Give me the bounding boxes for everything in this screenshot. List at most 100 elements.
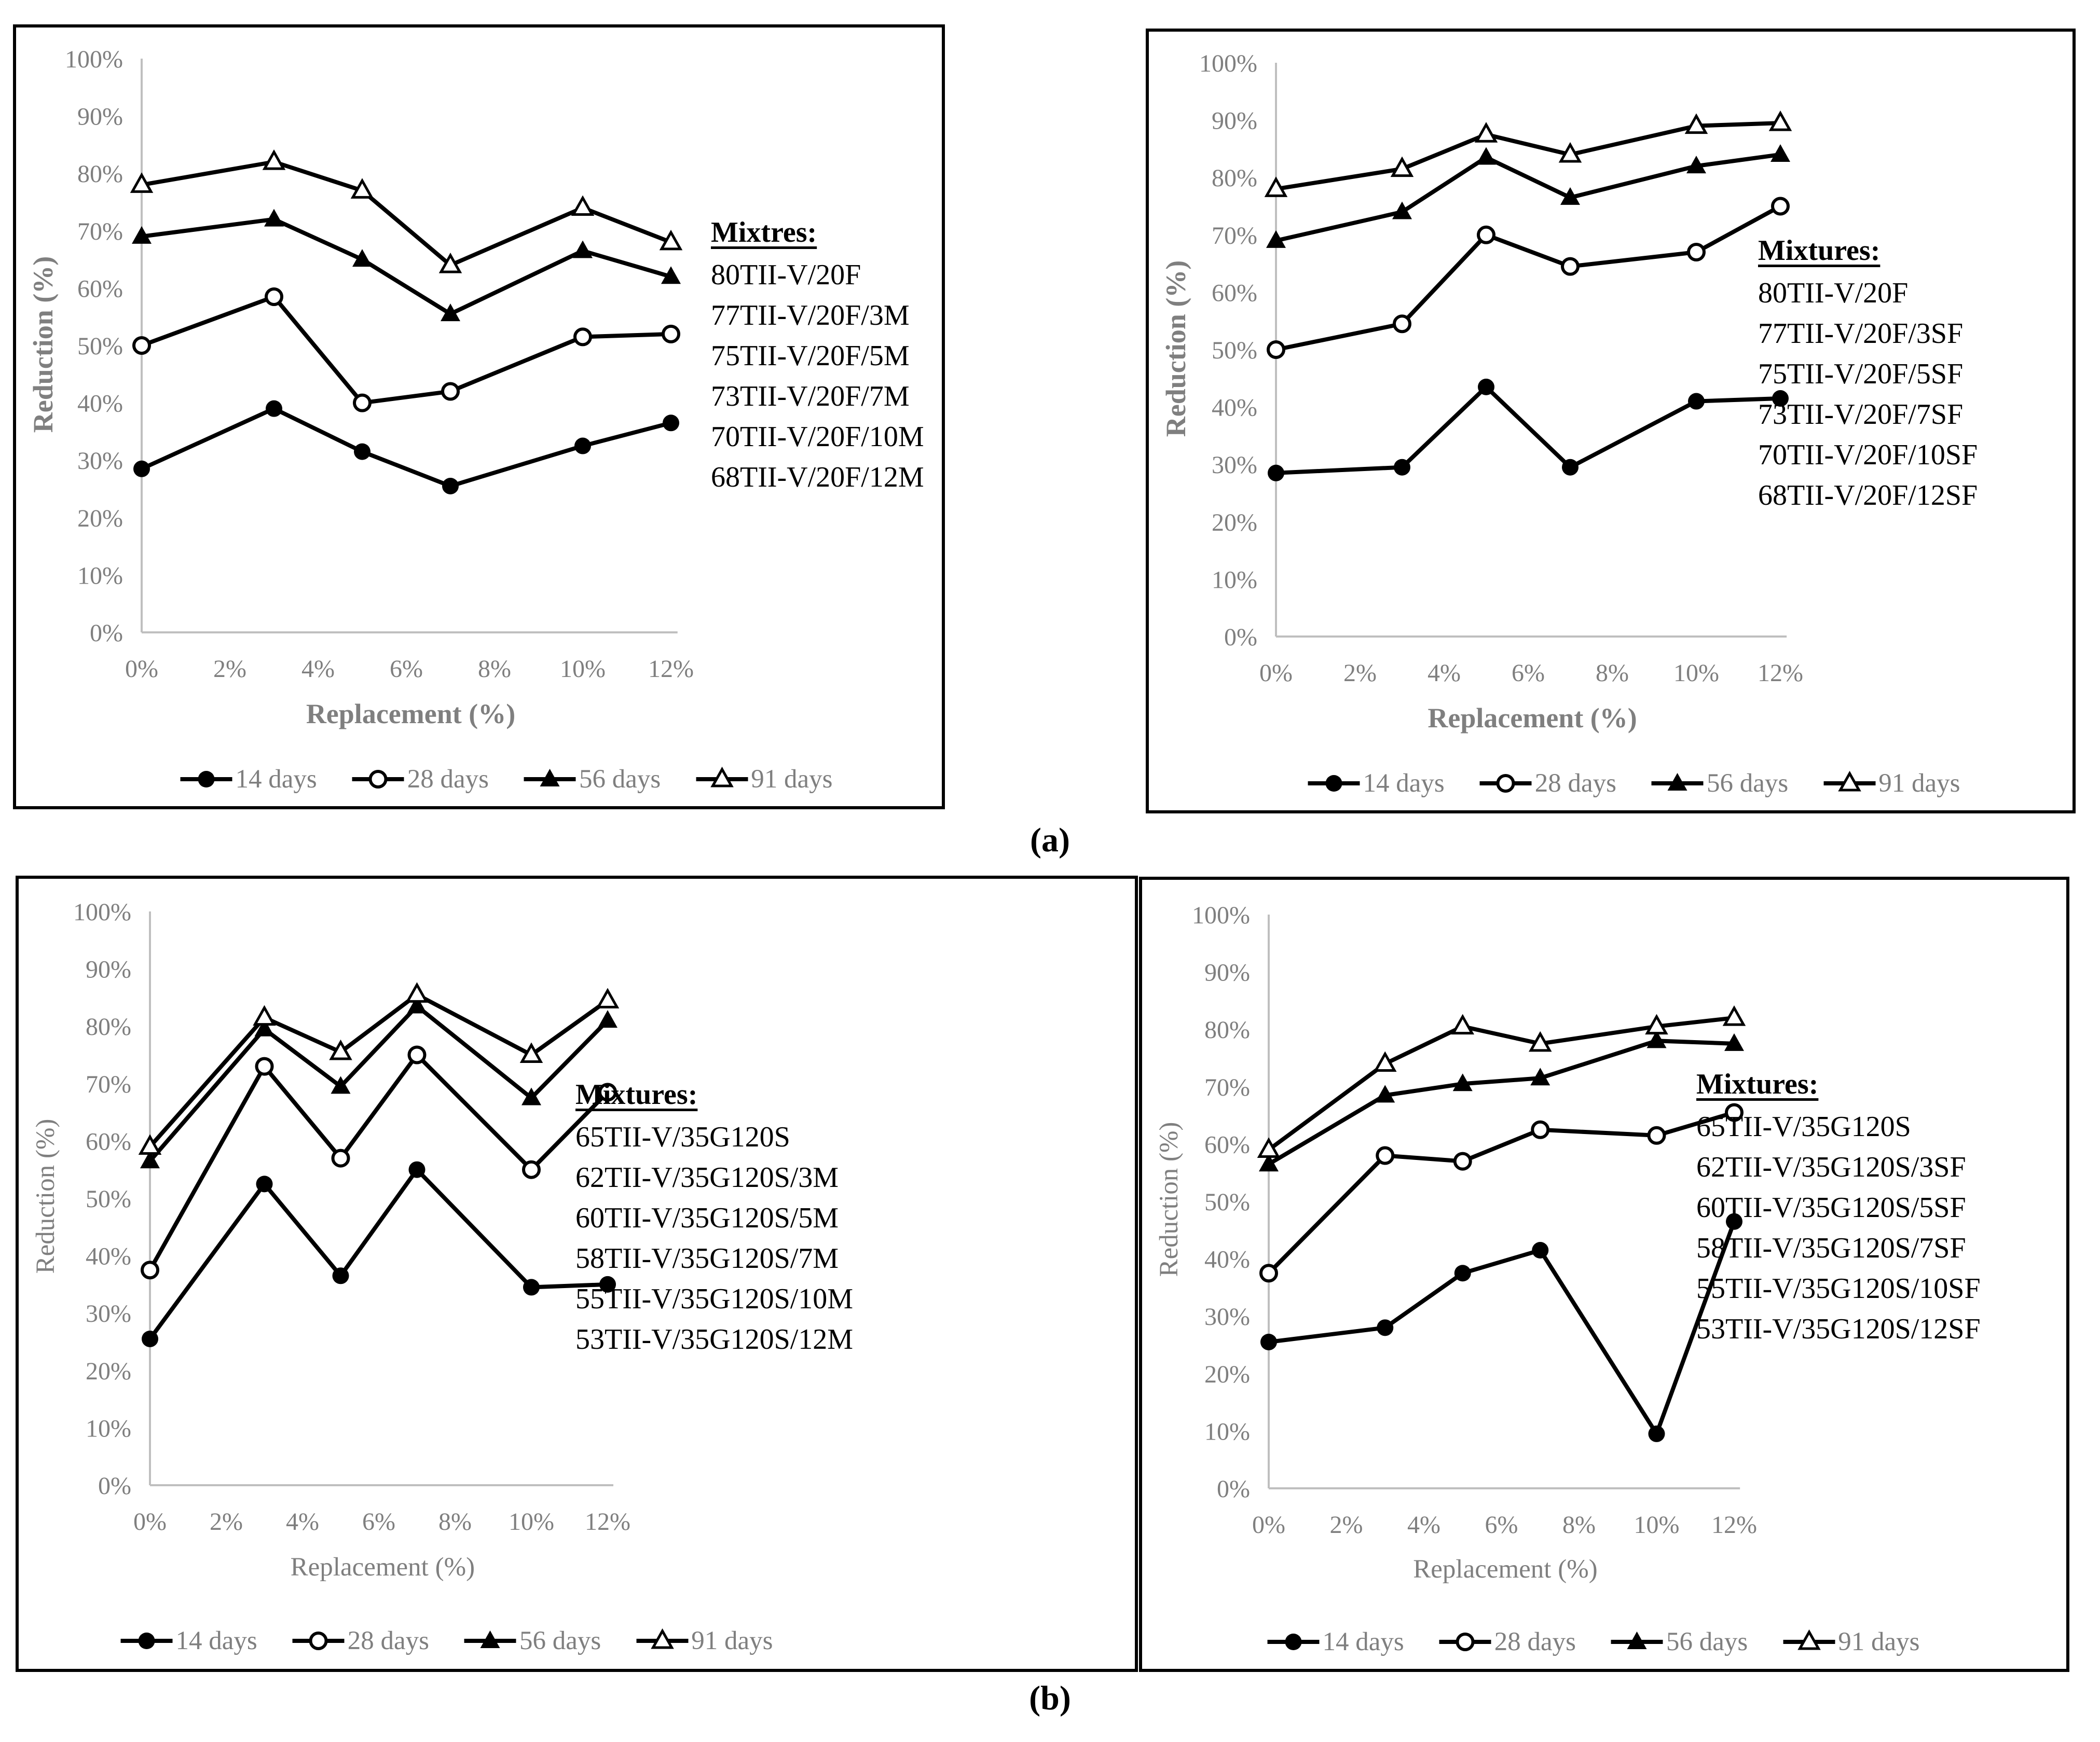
legend-marker bbox=[710, 767, 734, 787]
data-point-28-days bbox=[598, 1083, 617, 1102]
y-tick-label: 80% bbox=[1204, 1016, 1250, 1044]
x-tick-label: 0% bbox=[133, 1508, 167, 1536]
mixture-item: 68TII-V/20F/12SF bbox=[1758, 479, 1978, 511]
legend-marker bbox=[198, 771, 215, 787]
data-point-56-days bbox=[1476, 147, 1496, 165]
data-point-56-days bbox=[1259, 1154, 1279, 1172]
series-line-56-days bbox=[141, 217, 672, 316]
mixture-item: 75TII-V/20F/5M bbox=[711, 340, 910, 372]
y-tick-label: 30% bbox=[86, 1300, 131, 1328]
data-point-56-days bbox=[140, 1151, 160, 1169]
data-point-14-days bbox=[1688, 393, 1705, 410]
legend-label: 28 days bbox=[1534, 769, 1616, 798]
legend-marker bbox=[1627, 1632, 1647, 1649]
x-tick-label: 6% bbox=[1485, 1511, 1518, 1539]
x-tick-label: 8% bbox=[1562, 1511, 1596, 1539]
legend-label: 14 days bbox=[235, 765, 317, 794]
y-tick-label: 30% bbox=[1212, 451, 1257, 479]
data-point-91-days bbox=[262, 149, 286, 170]
mixtures-list: 65TII-V/35G120S 62TII-V/35G120S/3SF 60TII-… bbox=[1696, 1107, 1981, 1349]
mixture-item: 55TII-V/35G120S/10M bbox=[575, 1283, 854, 1315]
data-point-56-days bbox=[1375, 1085, 1395, 1103]
mixtures-title: Mixtures: bbox=[575, 1079, 698, 1111]
legend-entry: 91 days bbox=[1783, 1627, 1919, 1657]
filled-circle-legend-icon bbox=[180, 771, 232, 787]
mixtures-block: Mixtures: 80TII-V/20F 77TII-V/20F/3SF 75TI… bbox=[1758, 230, 1978, 516]
legend-marker bbox=[1285, 1634, 1302, 1650]
data-point-91-days bbox=[138, 1134, 162, 1155]
data-point-14-days bbox=[1648, 1425, 1665, 1442]
data-point-91-days bbox=[350, 178, 374, 199]
mixtures-title: Mixtres: bbox=[711, 216, 817, 248]
legend-entry: 56 days bbox=[464, 1626, 601, 1656]
x-axis-title: Replacement (%) bbox=[1413, 1555, 1598, 1584]
filled-triangle-legend-icon bbox=[1611, 1632, 1663, 1649]
open-circle-legend-icon bbox=[1479, 774, 1532, 793]
x-tick-label: 10% bbox=[509, 1508, 554, 1536]
y-tick-label: 60% bbox=[86, 1128, 131, 1155]
legend-entry: 14 days bbox=[1308, 768, 1445, 798]
filled-triangle-legend-icon bbox=[1652, 773, 1704, 791]
mixture-item: 60TII-V/35G120S/5SF bbox=[1696, 1192, 1966, 1224]
x-tick-label: 8% bbox=[478, 655, 511, 683]
data-point-56-days bbox=[1724, 1033, 1744, 1051]
mixture-item: 55TII-V/35G120S/10SF bbox=[1696, 1273, 1981, 1305]
y-tick-label: 0% bbox=[1224, 624, 1257, 651]
data-point-14-days bbox=[1532, 1242, 1549, 1259]
data-point-28-days bbox=[522, 1160, 541, 1179]
x-tick-label: 0% bbox=[1259, 659, 1293, 687]
data-point-56-days bbox=[1530, 1068, 1550, 1086]
x-axis-title: Replacement (%) bbox=[1428, 702, 1637, 734]
data-point-14-days bbox=[256, 1176, 273, 1193]
x-tick-label: 4% bbox=[1428, 659, 1461, 687]
data-point-28-days bbox=[141, 1261, 159, 1280]
data-point-91-days bbox=[1722, 1005, 1746, 1026]
legend-entry: 28 days bbox=[292, 1626, 429, 1656]
x-tick-label: 6% bbox=[362, 1508, 395, 1536]
data-point-56-days bbox=[1770, 144, 1790, 162]
data-point-14-days bbox=[354, 443, 370, 460]
y-tick-label: 0% bbox=[1217, 1475, 1250, 1503]
legend-label: 28 days bbox=[347, 1626, 429, 1655]
mixture-item: 65TII-V/35G120S bbox=[1696, 1111, 1911, 1143]
data-point-28-days bbox=[1531, 1120, 1550, 1139]
data-point-91-days bbox=[1528, 1031, 1552, 1052]
data-point-28-days bbox=[331, 1149, 350, 1168]
x-tick-label: 6% bbox=[1512, 659, 1545, 687]
mixture-item: 75TII-V/20F/5SF bbox=[1758, 358, 1964, 390]
data-point-14-days bbox=[1478, 378, 1494, 395]
mixtures-title: Mixtures: bbox=[1696, 1068, 1819, 1100]
data-point-56-days bbox=[1646, 1030, 1667, 1048]
mixture-item: 58TII-V/35G120S/7M bbox=[575, 1242, 839, 1275]
mixture-item: 77TII-V/20F/3M bbox=[711, 299, 910, 331]
data-point-28-days bbox=[1647, 1126, 1666, 1145]
legend-marker bbox=[138, 1633, 155, 1649]
data-point-56-days bbox=[407, 996, 427, 1014]
mixture-item: 70TII-V/20F/10M bbox=[711, 421, 924, 453]
x-tick-label: 2% bbox=[1343, 659, 1377, 687]
series-line-91-days bbox=[148, 992, 609, 1149]
data-point-14-days bbox=[442, 477, 459, 494]
series-line-14-days bbox=[148, 1166, 608, 1340]
data-point-14-days bbox=[142, 1330, 158, 1347]
y-tick-label: 0% bbox=[90, 619, 123, 647]
mixtures-list: 65TII-V/35G120S 62TII-V/35G120S/3M 60TII-V… bbox=[575, 1117, 853, 1360]
data-point-91-days bbox=[329, 1039, 352, 1060]
data-point-91-days bbox=[1768, 110, 1792, 131]
y-tick-label: 30% bbox=[77, 447, 123, 475]
mixture-item: 80TII-V/20F bbox=[1758, 277, 1909, 309]
legend-entry: 14 days bbox=[1267, 1627, 1404, 1657]
data-point-56-days bbox=[352, 249, 372, 267]
data-point-91-days bbox=[659, 229, 683, 251]
legend-label: 56 days bbox=[1666, 1627, 1748, 1656]
mixtures-block: Mixtres: 80TII-V/20F 77TII-V/20F/3M 75TII-… bbox=[711, 212, 924, 497]
y-tick-label: 90% bbox=[77, 103, 123, 131]
data-point-28-days bbox=[1725, 1103, 1744, 1122]
open-circle-legend-icon bbox=[1439, 1633, 1491, 1651]
legend-label: 56 days bbox=[1707, 769, 1789, 798]
series-line-28-days bbox=[148, 1052, 609, 1271]
legend-entry: 91 days bbox=[696, 764, 832, 794]
data-point-28-days bbox=[255, 1057, 274, 1076]
data-point-91-days bbox=[438, 253, 462, 273]
data-point-14-days bbox=[523, 1279, 540, 1296]
